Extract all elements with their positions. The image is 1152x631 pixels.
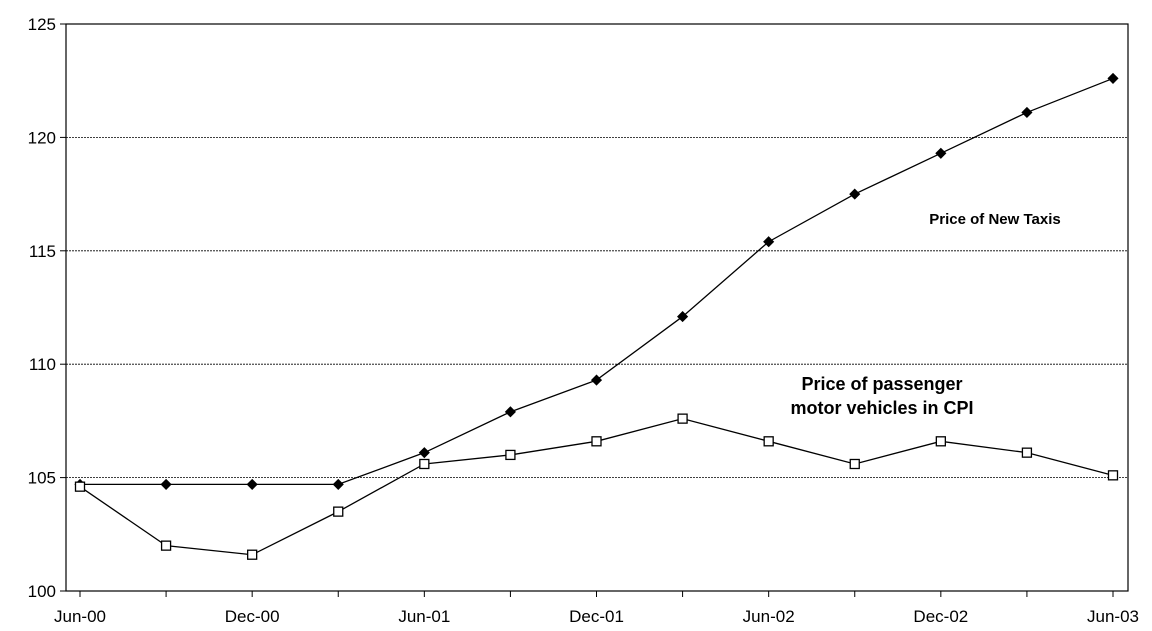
data-point-diamond: [935, 147, 947, 159]
data-point-square: [763, 436, 774, 447]
series-label-cpi-line2: motor vehicles in CPI: [790, 398, 973, 418]
data-point-diamond: [332, 478, 344, 490]
y-axis: 100 105 110 115 120 125: [28, 15, 66, 601]
data-point-square: [160, 540, 172, 551]
data-point-diamond: [1107, 72, 1119, 84]
data-point-diamond: [590, 374, 603, 386]
data-point-square: [849, 458, 860, 470]
data-point-square: [677, 413, 688, 424]
x-axis: Jun-00 Dec-00 Jun-01 Dec-01 Jun-02 Dec-02 Jun-…: [54, 591, 1139, 626]
x-tick-label: Jun-00: [54, 607, 106, 626]
x-tick-label: Jun-03: [1087, 607, 1139, 626]
data-point-square: [419, 458, 430, 470]
y-tick-label: 120: [28, 128, 56, 147]
data-point-diamond: [1021, 106, 1033, 119]
x-tick-label: Jun-02: [743, 607, 795, 626]
y-tick-label: 115: [29, 242, 56, 261]
data-point-square: [74, 481, 86, 492]
x-tick-label: Jun-01: [398, 607, 450, 626]
data-point-square: [935, 436, 946, 447]
data-point-diamond: [418, 447, 430, 459]
data-point-diamond: [677, 311, 689, 323]
data-point-diamond: [849, 188, 861, 200]
data-point-diamond: [504, 406, 516, 418]
data-point-diamond: [160, 478, 172, 490]
x-tick-label: Dec-00: [225, 607, 280, 626]
data-point-square: [333, 506, 344, 517]
data-point-square: [1107, 470, 1119, 481]
series-group: [74, 72, 1119, 560]
data-point-square: [1021, 447, 1033, 458]
gridlines: [66, 136, 1128, 479]
data-point-square: [591, 436, 602, 447]
series-label-cpi-line1: Price of passenger: [801, 374, 962, 394]
data-point-diamond: [763, 236, 775, 248]
y-tick-label: 125: [28, 15, 56, 34]
data-point-diamond: [246, 478, 258, 490]
series-label-new-taxis: Price of New Taxis: [929, 211, 1060, 228]
plot-area-border: [65, 23, 1129, 592]
series-line: [80, 77, 1114, 486]
y-tick-label: 100: [28, 582, 56, 601]
data-point-square: [247, 549, 258, 560]
x-tick-label: Dec-02: [913, 607, 968, 626]
y-tick-label: 105: [28, 469, 56, 488]
x-tick-label: Dec-01: [569, 607, 624, 626]
data-point-square: [505, 449, 516, 461]
y-tick-label: 110: [29, 355, 56, 374]
